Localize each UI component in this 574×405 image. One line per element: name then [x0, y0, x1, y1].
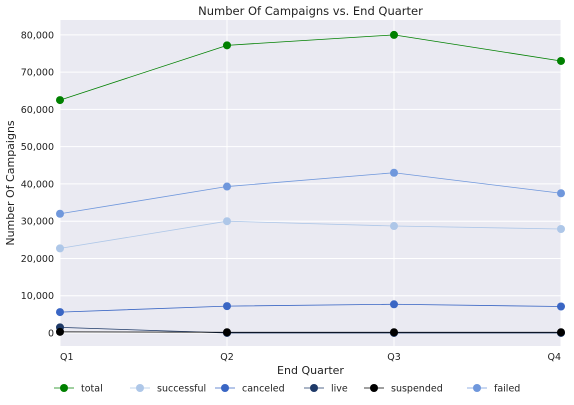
legend-item-total: total: [54, 384, 103, 395]
series-line-successful: [59, 220, 562, 249]
y-tick-label: 10,000: [21, 291, 54, 302]
y-tick-label: 40,000: [21, 179, 54, 190]
y-tick-label: 70,000: [21, 68, 54, 79]
legend-item-failed: failed: [467, 384, 520, 395]
series-suspended: [56, 327, 565, 337]
legend-label: failed: [494, 384, 520, 395]
data-point-suspended: [56, 327, 64, 336]
y-axis-ticks: 0 10,000 20,000 30,000 40,000 50,000 60,000 70,…: [21, 30, 54, 339]
y-tick-label: 50,000: [21, 142, 54, 153]
series-group: [56, 30, 565, 337]
series-line-total: [59, 34, 562, 101]
data-point-successful: [390, 222, 398, 231]
data-point-total: [390, 30, 398, 39]
grid-lines: [59, 20, 562, 346]
data-point-canceled: [557, 302, 565, 311]
data-point-failed: [557, 189, 565, 198]
data-point-canceled: [223, 302, 231, 311]
x-axis-title: End Quarter: [277, 364, 344, 377]
data-point-successful: [56, 244, 64, 253]
data-point-canceled: [56, 308, 64, 317]
data-point-suspended: [557, 328, 565, 337]
chart-title: Number Of Campaigns vs. End Quarter: [198, 4, 423, 18]
y-tick-label: 80,000: [21, 30, 54, 41]
plot-area: [60, 20, 561, 346]
legend-marker: [370, 384, 378, 392]
data-point-failed: [56, 209, 64, 218]
legend-marker: [60, 384, 68, 392]
legend-item-suspended: suspended: [364, 384, 443, 395]
series-line-failed: [59, 172, 562, 215]
y-tick-label: 0: [48, 328, 54, 339]
series-line-canceled: [59, 303, 562, 313]
legend-label: canceled: [242, 384, 285, 395]
legend-marker: [473, 384, 481, 392]
series-successful: [56, 217, 565, 253]
series-total: [56, 30, 565, 105]
x-tick-label: Q3: [387, 352, 401, 363]
series-failed: [56, 168, 565, 218]
data-point-total: [56, 96, 64, 105]
legend-item-canceled: canceled: [215, 384, 285, 395]
legend-item-successful: successful: [130, 384, 206, 395]
data-point-failed: [390, 168, 398, 177]
legend-marker: [310, 384, 318, 392]
legend-marker: [221, 384, 229, 392]
series-canceled: [56, 300, 565, 317]
y-tick-label: 30,000: [21, 217, 54, 228]
series-line-live: [59, 326, 561, 334]
data-point-suspended: [390, 328, 398, 337]
x-axis-ticks: Q1 Q2 Q3 Q4: [60, 352, 561, 363]
legend-item-live: live: [304, 384, 348, 395]
legend-label: successful: [157, 384, 206, 395]
y-tick-label: 60,000: [21, 105, 54, 116]
legend-label: live: [331, 384, 348, 395]
y-tick-label: 20,000: [21, 254, 54, 265]
legend-marker: [136, 384, 144, 392]
data-point-successful: [223, 217, 231, 226]
x-tick-label: Q4: [547, 352, 561, 363]
data-point-failed: [223, 182, 231, 191]
legend-label: total: [81, 384, 103, 395]
legend: total successful canceled live suspended fail…: [54, 384, 520, 395]
data-point-suspended: [223, 328, 231, 337]
data-point-successful: [557, 225, 565, 234]
x-tick-label: Q2: [220, 352, 234, 363]
data-point-canceled: [390, 300, 398, 309]
data-point-total: [223, 41, 231, 50]
data-point-total: [557, 56, 565, 65]
x-tick-label: Q1: [60, 352, 74, 363]
y-axis-title: Number Of Campaigns: [4, 120, 17, 246]
legend-label: suspended: [391, 384, 443, 395]
